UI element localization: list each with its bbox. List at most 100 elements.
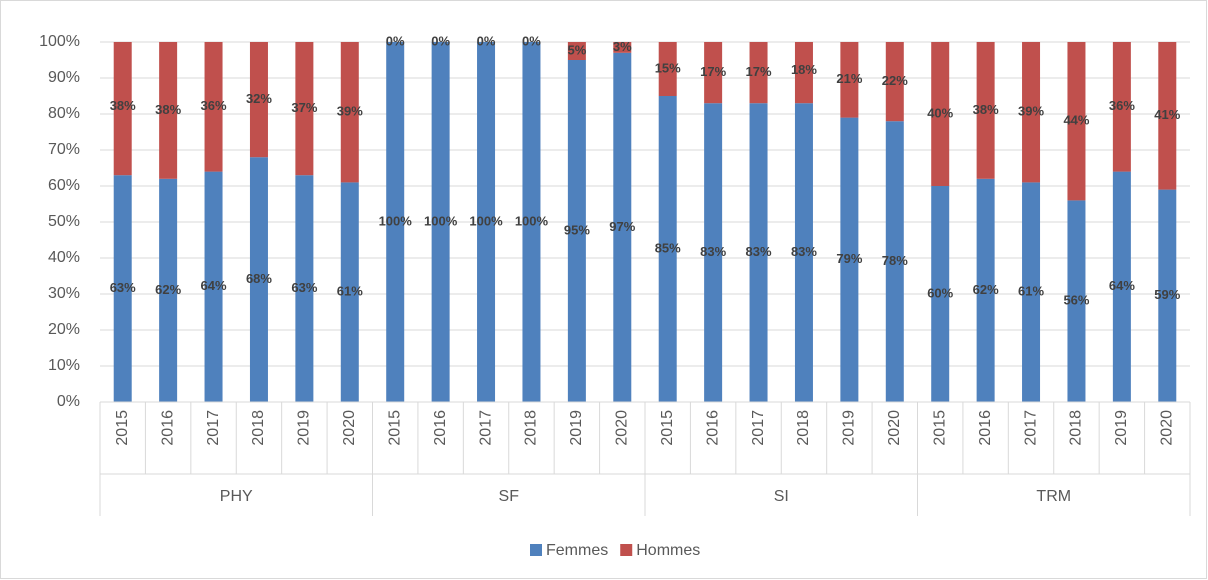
legend-swatch	[530, 544, 542, 556]
bar-segment	[976, 42, 995, 179]
group-label: PHY	[220, 488, 253, 505]
bar-segment	[1067, 200, 1086, 402]
x-tick-label: 2015	[114, 410, 131, 446]
y-tick-label: 10%	[48, 357, 80, 374]
bar-segment	[794, 103, 813, 402]
group-label: SF	[499, 488, 520, 505]
x-tick-label: 2017	[205, 410, 222, 446]
bar-segment	[1158, 42, 1177, 190]
data-label: 100%	[379, 213, 413, 228]
x-tick-label: 2018	[250, 410, 267, 446]
data-label: 0%	[386, 33, 405, 48]
data-label: 56%	[1063, 293, 1089, 308]
bar-segment	[1022, 42, 1041, 183]
x-tick-label: 2020	[614, 410, 631, 446]
x-tick-label: 2019	[568, 410, 585, 446]
x-tick-label: 2019	[1113, 410, 1130, 446]
data-label: 37%	[291, 100, 317, 115]
data-label: 38%	[110, 98, 136, 113]
data-label: 62%	[155, 282, 181, 297]
bar-segment	[658, 42, 677, 96]
bar-segment	[249, 157, 268, 402]
x-tick-label: 2016	[977, 410, 994, 446]
legend-swatch	[620, 544, 633, 556]
data-label: 0%	[431, 33, 450, 48]
data-label: 0%	[477, 33, 496, 48]
data-label: 79%	[836, 251, 862, 266]
x-tick-label: 2020	[886, 410, 903, 446]
y-tick-label: 60%	[48, 177, 80, 194]
group-label: TRM	[1036, 488, 1071, 505]
data-label: 85%	[655, 240, 681, 255]
data-label: 32%	[246, 91, 272, 106]
bar-segment	[113, 42, 132, 176]
data-label: 38%	[973, 102, 999, 117]
bar-segment	[749, 42, 768, 104]
data-label: 60%	[927, 285, 953, 300]
bar-segment	[431, 42, 450, 402]
data-label: 18%	[791, 62, 817, 77]
data-label: 61%	[1018, 284, 1044, 299]
x-tick-label: 2016	[704, 410, 721, 446]
data-label: 63%	[110, 280, 136, 295]
bar-segment	[749, 103, 768, 402]
x-tick-label: 2020	[341, 410, 358, 446]
data-label: 64%	[1109, 278, 1135, 293]
bar-segment	[113, 175, 132, 402]
data-label: 40%	[927, 105, 953, 120]
bar-segment	[1112, 42, 1131, 172]
data-label: 62%	[973, 282, 999, 297]
bar-segment	[613, 42, 632, 53]
data-label: 36%	[201, 98, 227, 113]
bar-segment	[613, 52, 632, 402]
x-tick-label: 2015	[659, 410, 676, 446]
x-tick-label: 2017	[1022, 410, 1039, 446]
data-label: 15%	[655, 60, 681, 75]
bar-segment	[1067, 42, 1086, 201]
bar-segment	[386, 42, 405, 402]
data-label: 17%	[746, 64, 772, 79]
bar-segment	[477, 42, 496, 402]
bar-segment	[885, 42, 904, 122]
data-label: 61%	[337, 284, 363, 299]
bar-segment	[840, 117, 859, 402]
bar-segment	[704, 42, 723, 104]
bar-segment	[794, 42, 813, 104]
bar-segment	[567, 42, 586, 60]
data-label: 17%	[700, 64, 726, 79]
bar-segment	[295, 175, 314, 402]
x-tick-label: 2016	[159, 410, 176, 446]
x-tick-label: 2017	[477, 410, 494, 446]
data-label: 3%	[613, 39, 632, 54]
data-label: 39%	[1018, 104, 1044, 119]
x-tick-label: 2020	[1159, 410, 1176, 446]
bar-segment	[885, 121, 904, 402]
y-tick-label: 100%	[39, 33, 80, 50]
x-tick-label: 2018	[795, 410, 812, 446]
data-label: 83%	[791, 244, 817, 259]
y-tick-label: 0%	[57, 393, 80, 410]
x-tick-label: 2019	[296, 410, 313, 446]
x-tick-label: 2015	[931, 410, 948, 446]
x-tick-label: 2018	[1068, 410, 1085, 446]
data-label: 36%	[1109, 98, 1135, 113]
bar-segment	[340, 42, 359, 183]
bar-segment	[658, 96, 677, 402]
x-tick-label: 2017	[750, 410, 767, 446]
data-label: 39%	[337, 104, 363, 119]
bar-segment	[159, 178, 178, 402]
data-label: 100%	[469, 213, 503, 228]
data-label: 41%	[1154, 107, 1180, 122]
data-label: 83%	[746, 244, 772, 259]
bar-segment	[249, 42, 268, 158]
bar-segment	[1158, 189, 1177, 402]
data-label: 38%	[155, 102, 181, 117]
bar-segment	[159, 42, 178, 179]
legend-label: Hommes	[636, 542, 700, 559]
bar-segment	[567, 60, 586, 402]
data-label: 83%	[700, 244, 726, 259]
y-tick-label: 70%	[48, 141, 80, 158]
x-tick-label: 2015	[386, 410, 403, 446]
legend-label: Femmes	[546, 542, 608, 559]
